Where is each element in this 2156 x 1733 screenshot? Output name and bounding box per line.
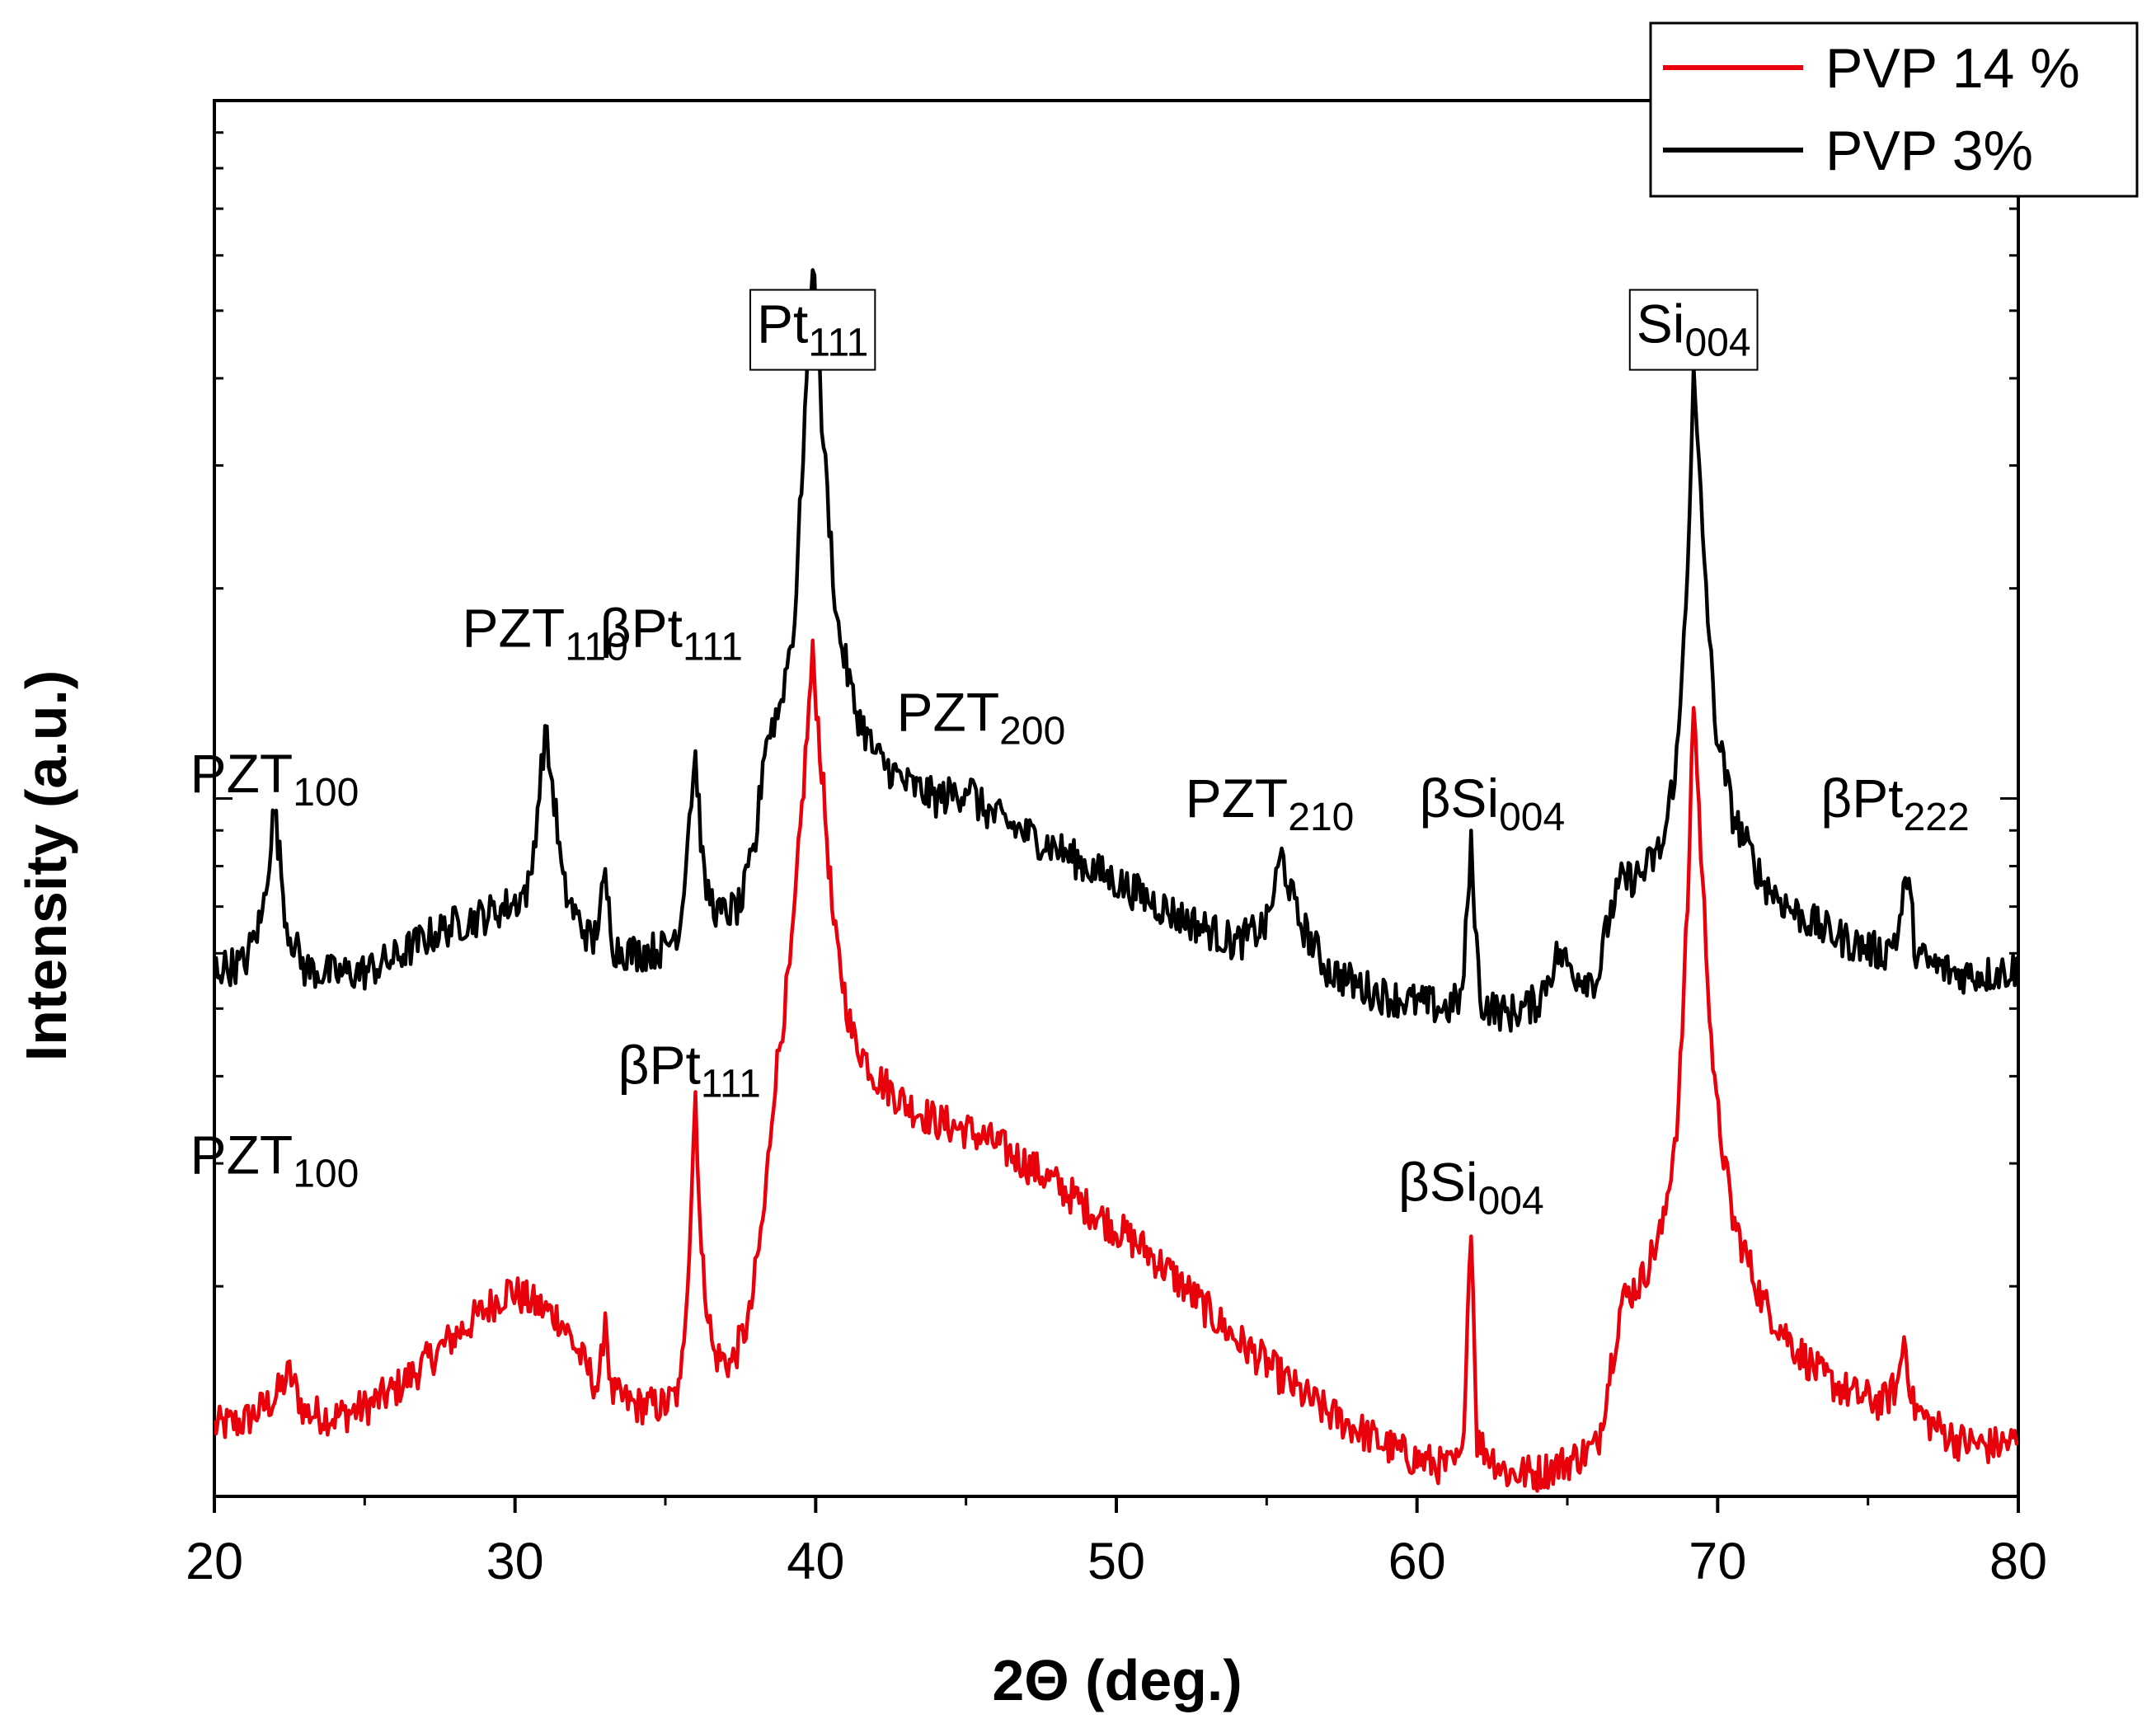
peak-label: Si004	[1637, 294, 1751, 365]
peak-label-subscript: 004	[1499, 796, 1565, 839]
peak-label-box	[1628, 289, 1759, 371]
peak-label-base: PZT	[1186, 768, 1289, 829]
peak-label-subscript: 110	[565, 625, 628, 669]
peak-label-subscript: 111	[808, 322, 868, 365]
peak-annotation: PZT100	[190, 1125, 359, 1196]
peak-label-base: βSi	[1419, 768, 1499, 829]
y-axis-title: Intensity (a.u.)	[14, 670, 78, 1061]
x-tick-label: 50	[1087, 1533, 1145, 1590]
series-line-2	[214, 268, 2018, 1033]
x-tick-label: 20	[186, 1533, 243, 1590]
legend: PVP 14 % PVP 3%	[1649, 21, 2139, 198]
peak-label-base: PZT	[190, 743, 294, 804]
peak-annotation: βSi004	[1419, 768, 1565, 839]
x-axis-title: 2Θ (deg.)	[992, 1648, 1242, 1712]
peak-label-base: βPt	[600, 597, 683, 658]
peak-label: PZT100	[190, 743, 359, 815]
x-tick-label: 70	[1689, 1533, 1746, 1590]
peak-label: PZT100	[190, 1125, 359, 1196]
axes-group: 20 30 40 50 60 70 80	[186, 99, 2047, 1590]
peak-label-subscript: 004	[1684, 322, 1750, 365]
peak-label-base: Pt	[757, 294, 808, 355]
peak-label-base: PZT	[897, 681, 1000, 742]
peak-annotation: PZT210	[1186, 768, 1355, 839]
peak-label: βPt111	[600, 597, 743, 669]
peak-annotation: Pt111	[749, 289, 876, 371]
peak-label: βPt222	[1820, 768, 1969, 839]
x-tick-label: 40	[787, 1533, 844, 1590]
peak-annotation: PZT100	[190, 743, 359, 815]
peak-annotation: βPt111	[600, 597, 743, 669]
series-line-1	[214, 638, 2018, 1493]
peak-annotation: βSi004	[1398, 1152, 1544, 1223]
x-tick-label: 80	[1989, 1533, 2047, 1590]
peak-label: PZT200	[897, 681, 1066, 753]
peak-label-subscript: 100	[293, 1153, 359, 1196]
peak-label-base: PZT	[463, 597, 566, 658]
x-tick-label: 30	[486, 1533, 544, 1590]
peak-label-subscript: 200	[999, 709, 1065, 753]
peak-label-box	[749, 289, 876, 371]
peak-label-base: PZT	[190, 1125, 294, 1186]
peak-label: PZT210	[1186, 768, 1355, 839]
peak-label-subscript: 100	[293, 771, 359, 815]
peak-label: PZT110	[463, 597, 628, 669]
legend-label-2: PVP 3%	[1825, 120, 2033, 182]
peak-label-base: βPt	[618, 1035, 701, 1096]
peak-annotation: PZT110	[463, 597, 628, 669]
peak-label-subscript: 210	[1288, 796, 1354, 839]
peak-label-base: Si	[1637, 294, 1685, 355]
series-group	[214, 268, 2018, 1493]
peak-label: βPt111	[618, 1035, 761, 1106]
legend-box	[1649, 21, 2139, 198]
legend-label-1: PVP 14 %	[1825, 37, 2080, 100]
peak-annotation: Si004	[1628, 289, 1759, 371]
peak-annotation: βPt222	[1820, 768, 1969, 839]
peak-label-base: βSi	[1398, 1152, 1478, 1213]
peak-label-base: βPt	[1820, 768, 1903, 829]
peak-label: βSi004	[1419, 768, 1565, 839]
peak-annotation: βPt111	[618, 1035, 761, 1106]
peak-label-subscript: 004	[1478, 1180, 1544, 1223]
peak-label-subscript: 111	[701, 1063, 761, 1106]
peak-label-subscript: 222	[1904, 796, 1970, 839]
peak-label: Pt111	[757, 294, 868, 365]
peak-label-subscript: 111	[683, 625, 743, 669]
peak-annotation: PZT200	[897, 681, 1066, 753]
x-tick-label: 60	[1388, 1533, 1446, 1590]
peak-label: βSi004	[1398, 1152, 1544, 1223]
